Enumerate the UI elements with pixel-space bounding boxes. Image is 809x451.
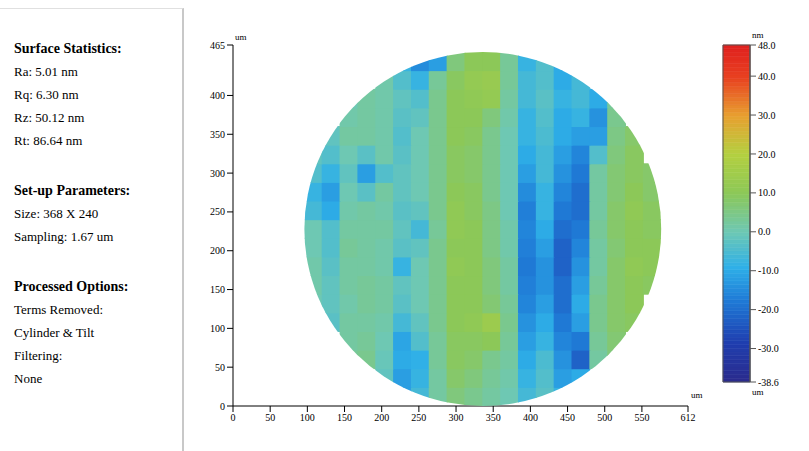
html-text:Filtering:: Filtering:: [14, 348, 63, 363]
svg-text:612: 612: [681, 412, 696, 423]
html-text:Rq: 6.30 nm: Rq: 6.30 nm: [14, 87, 79, 102]
svg-text:300: 300: [449, 412, 464, 423]
svg-text:20.0: 20.0: [758, 149, 776, 160]
html-text:um: um: [691, 390, 703, 400]
svg-text:0: 0: [220, 401, 225, 412]
html-text:Surface Statistics:: Surface Statistics:: [14, 41, 122, 56]
svg-text:150: 150: [210, 284, 225, 295]
html-text:Sampling: 1.67 um: Sampling: 1.67 um: [14, 229, 114, 244]
svg-text:-30.0: -30.0: [758, 343, 779, 354]
svg-text:250: 250: [411, 412, 426, 423]
svg-text:450: 450: [560, 412, 575, 423]
html-text:um: um: [752, 387, 764, 397]
svg-text:250: 250: [210, 206, 225, 217]
svg-text:200: 200: [374, 412, 389, 423]
svg-text:10.0: 10.0: [758, 187, 776, 198]
svg-text:50: 50: [215, 362, 225, 373]
svg-text:150: 150: [337, 412, 352, 423]
svg-text:48.0: 48.0: [758, 40, 776, 51]
svg-text:100: 100: [300, 412, 315, 423]
svg-text:100: 100: [210, 323, 225, 334]
svg-text:550: 550: [634, 412, 649, 423]
svg-text:500: 500: [597, 412, 612, 423]
svg-text:465: 465: [210, 40, 225, 51]
svg-text:40.0: 40.0: [758, 71, 776, 82]
html-text:um: um: [235, 32, 247, 42]
svg-text:350: 350: [486, 412, 501, 423]
svg-text:0: 0: [231, 412, 236, 423]
html-text:nm: nm: [752, 30, 764, 40]
svg-text:-38.6: -38.6: [758, 377, 779, 388]
svg-text:30.0: 30.0: [758, 110, 776, 121]
svg-text:-20.0: -20.0: [758, 304, 779, 315]
svg-text:-10.0: -10.0: [758, 265, 779, 276]
svg-text:50: 50: [265, 412, 275, 423]
svg-text:0.0: 0.0: [758, 226, 771, 237]
svg-text:400: 400: [523, 412, 538, 423]
svg-text:400: 400: [210, 90, 225, 101]
html-text:Rt: 86.64 nm: Rt: 86.64 nm: [14, 133, 83, 148]
svg-text:300: 300: [210, 168, 225, 179]
svg-text:200: 200: [210, 245, 225, 256]
svg-text:350: 350: [210, 129, 225, 140]
html-text:Cylinder & Tilt: Cylinder & Tilt: [14, 325, 95, 340]
html-text:Set-up Parameters:: Set-up Parameters:: [14, 183, 131, 198]
html-text:Terms Removed:: Terms Removed:: [14, 302, 103, 317]
html-text:Rz: 50.12 nm: Rz: 50.12 nm: [14, 110, 85, 125]
html-text:Processed Options:: Processed Options:: [14, 279, 129, 294]
html-text:None: None: [14, 371, 43, 386]
html-text:Size: 368 X 240: Size: 368 X 240: [14, 206, 99, 221]
html-text:Ra: 5.01 nm: Ra: 5.01 nm: [14, 64, 78, 79]
